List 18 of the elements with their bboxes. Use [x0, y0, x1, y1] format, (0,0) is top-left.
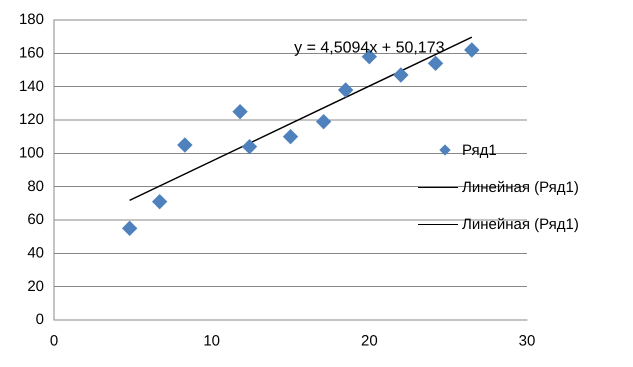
- x-tick-label: 10: [203, 332, 220, 350]
- x-tick-label: 0: [50, 332, 58, 350]
- y-tick-label: 160: [18, 44, 44, 62]
- y-tick-label: 80: [27, 178, 44, 195]
- y-tick-label: 60: [27, 211, 44, 228]
- y-tick-label: 180: [18, 11, 44, 28]
- x-tick-label: 20: [360, 332, 378, 350]
- y-tick-label: 120: [18, 111, 44, 128]
- y-tick-label: 40: [27, 244, 44, 262]
- legend-label: Линейная (Ряд1): [462, 216, 579, 233]
- y-tick-label: 0: [36, 311, 44, 328]
- y-tick-label: 100: [18, 144, 44, 162]
- annotation: y = 4,5094x + 50,173: [294, 40, 445, 57]
- y-tick-label: 140: [18, 78, 44, 95]
- x-tick-label: 30: [518, 332, 536, 350]
- legend-label: Линейная (Ряд1): [462, 179, 579, 196]
- legend-label: Ряд1: [462, 142, 497, 159]
- y-tick-label: 20: [27, 278, 44, 295]
